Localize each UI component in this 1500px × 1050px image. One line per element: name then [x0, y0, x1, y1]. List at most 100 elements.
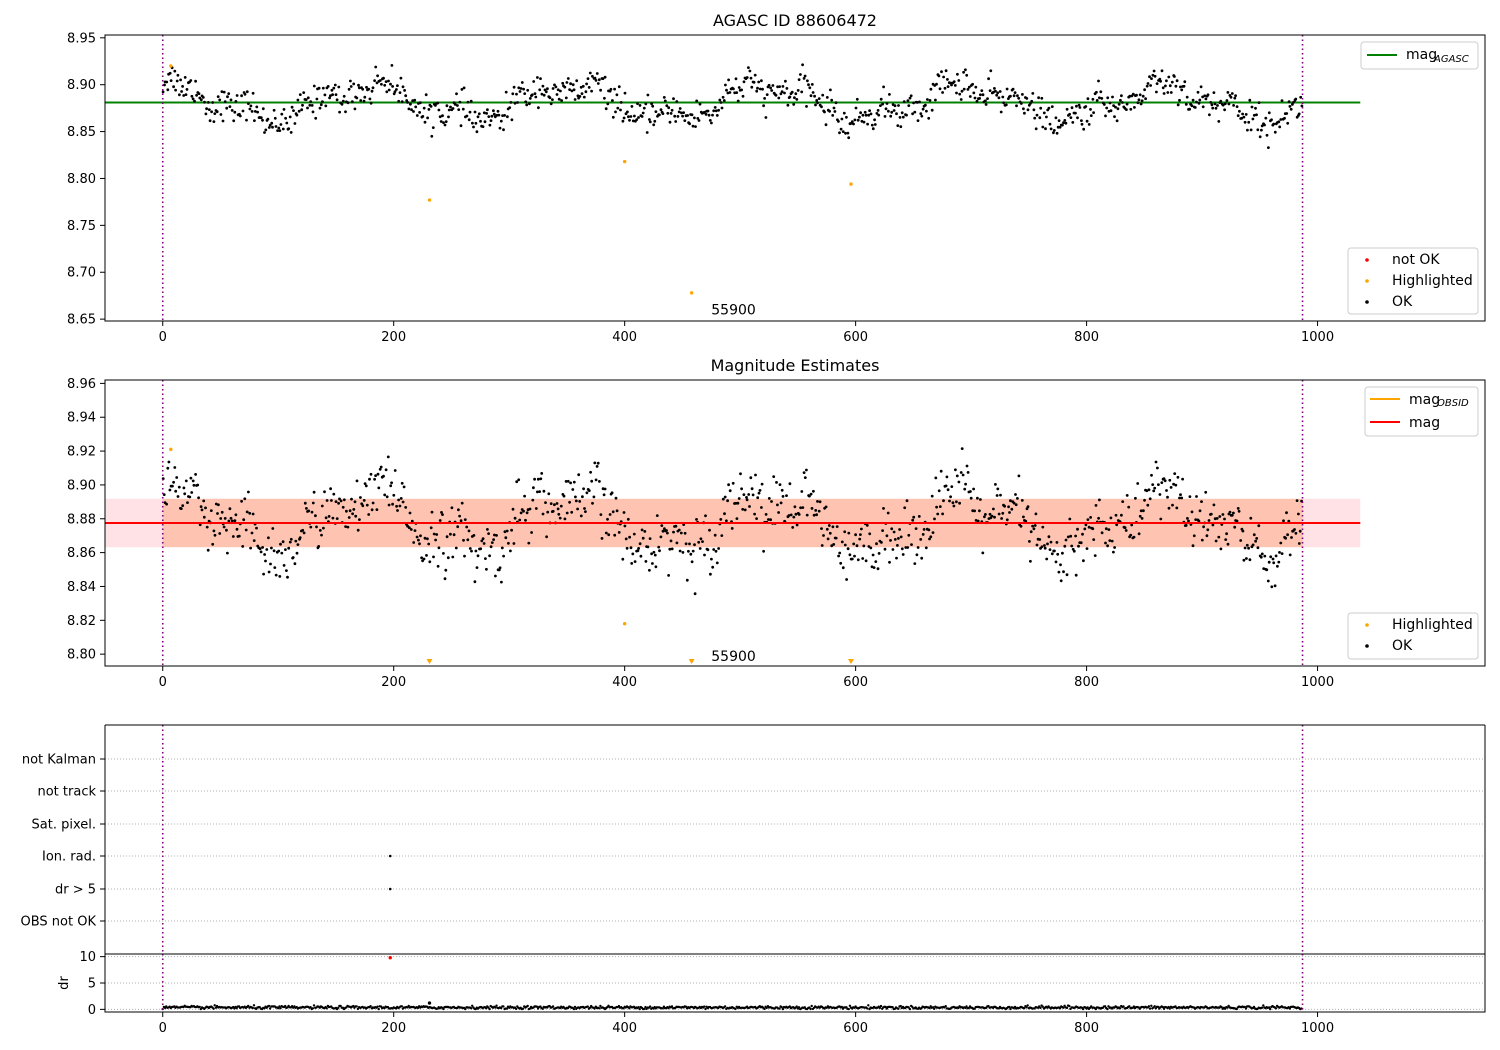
- dr-point: [797, 1006, 801, 1009]
- ok-point: [227, 92, 231, 95]
- ok-point: [999, 110, 1003, 114]
- ok-point: [1274, 554, 1278, 558]
- dr-point: [471, 1004, 474, 1007]
- ok-point: [556, 88, 560, 92]
- ok-point: [749, 476, 753, 480]
- ok-point: [898, 116, 902, 119]
- ok-point: [278, 575, 282, 578]
- ok-point: [1034, 512, 1038, 516]
- ok-point: [593, 76, 597, 80]
- ok-point: [1292, 101, 1295, 104]
- ok-point: [699, 537, 703, 541]
- ok-point: [250, 110, 254, 113]
- ok-point: [1042, 111, 1046, 115]
- ok-point: [608, 513, 612, 516]
- ok-point: [206, 101, 210, 104]
- dr-point: [957, 1006, 960, 1010]
- ok-point: [736, 99, 740, 103]
- ok-point: [609, 87, 613, 91]
- dr-point: [723, 1005, 727, 1008]
- ok-point: [195, 93, 199, 97]
- ok-point: [820, 105, 823, 109]
- ok-point: [238, 114, 242, 118]
- ok-point: [633, 560, 637, 563]
- ok-point: [348, 509, 352, 513]
- ok-point: [918, 100, 921, 104]
- ok-point: [855, 97, 859, 101]
- plot-frame: [104, 379, 1486, 667]
- ok-point: [1298, 529, 1302, 533]
- ok-point: [569, 82, 572, 86]
- ok-point: [676, 115, 680, 118]
- ok-point: [273, 116, 277, 120]
- dr-point: [670, 1005, 674, 1008]
- ok-point: [1254, 539, 1257, 543]
- ok-point: [471, 121, 474, 125]
- ok-point: [482, 111, 486, 115]
- ok-point: [1226, 542, 1230, 546]
- ok-point: [781, 85, 785, 88]
- ok-point: [341, 505, 345, 509]
- flag-category-label: not Kalman: [22, 753, 96, 768]
- ok-point: [611, 99, 614, 102]
- ok-point: [941, 512, 944, 516]
- ok-point: [1242, 558, 1246, 562]
- ok-point: [512, 85, 516, 89]
- ok-point: [463, 554, 466, 558]
- ok-point: [324, 516, 328, 520]
- ok-point: [285, 121, 289, 125]
- ok-point: [1059, 579, 1063, 583]
- ok-point: [1021, 93, 1024, 96]
- ok-point: [1178, 98, 1181, 102]
- ok-point: [293, 122, 297, 125]
- ok-point: [1125, 108, 1128, 111]
- ok-point: [1129, 107, 1133, 111]
- ok-point: [530, 531, 533, 534]
- ok-point: [1193, 106, 1197, 109]
- ok-point: [292, 109, 295, 112]
- ok-point: [253, 119, 256, 122]
- ok-point: [369, 101, 373, 105]
- ok-point: [376, 472, 380, 476]
- ok-point: [769, 86, 772, 90]
- ok-point: [1087, 525, 1091, 529]
- ok-point: [715, 114, 719, 117]
- ok-point: [728, 91, 732, 94]
- ok-point: [377, 486, 381, 490]
- ok-point: [1219, 99, 1223, 103]
- ok-point: [633, 114, 636, 118]
- ok-point: [541, 512, 545, 516]
- ok-point: [427, 542, 431, 546]
- ok-point: [743, 508, 747, 512]
- ok-point: [1209, 512, 1213, 516]
- dr-point: [638, 1007, 641, 1011]
- ok-point: [338, 110, 341, 114]
- ok-point: [1286, 533, 1289, 537]
- ok-point: [1095, 90, 1098, 94]
- ok-point: [423, 120, 427, 124]
- ok-point: [540, 92, 544, 96]
- off-scale-marker: [848, 659, 855, 664]
- ok-point: [179, 78, 183, 82]
- ok-point: [1252, 533, 1256, 537]
- ok-point: [1145, 489, 1149, 493]
- ok-point: [1052, 129, 1056, 132]
- ok-point: [277, 549, 281, 553]
- ok-point: [397, 498, 400, 502]
- flag-category-label: Ion. rad.: [42, 850, 96, 865]
- ok-point: [404, 506, 408, 509]
- ok-point: [667, 106, 671, 110]
- ok-point: [1041, 125, 1045, 129]
- ok-point: [1144, 97, 1147, 101]
- ok-point: [499, 119, 503, 123]
- ok-point: [715, 561, 719, 565]
- ok-point: [204, 112, 208, 116]
- ok-point: [644, 102, 648, 106]
- ok-point: [1052, 131, 1055, 135]
- ok-point: [456, 104, 459, 107]
- ok-point: [770, 500, 773, 503]
- y-tick-label: 8.96: [67, 377, 96, 392]
- ok-point: [976, 496, 979, 500]
- ok-point: [189, 79, 193, 82]
- ok-point: [592, 495, 596, 499]
